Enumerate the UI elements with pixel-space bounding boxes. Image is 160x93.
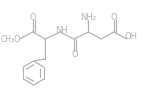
Text: NH₂: NH₂ [80,12,96,21]
Text: O: O [29,12,36,21]
Text: CH₃: CH₃ [1,35,15,44]
Text: NH: NH [55,25,67,35]
Text: OH: OH [124,32,137,40]
Text: O: O [111,12,117,21]
Text: O: O [71,49,78,58]
Text: O: O [14,35,20,44]
